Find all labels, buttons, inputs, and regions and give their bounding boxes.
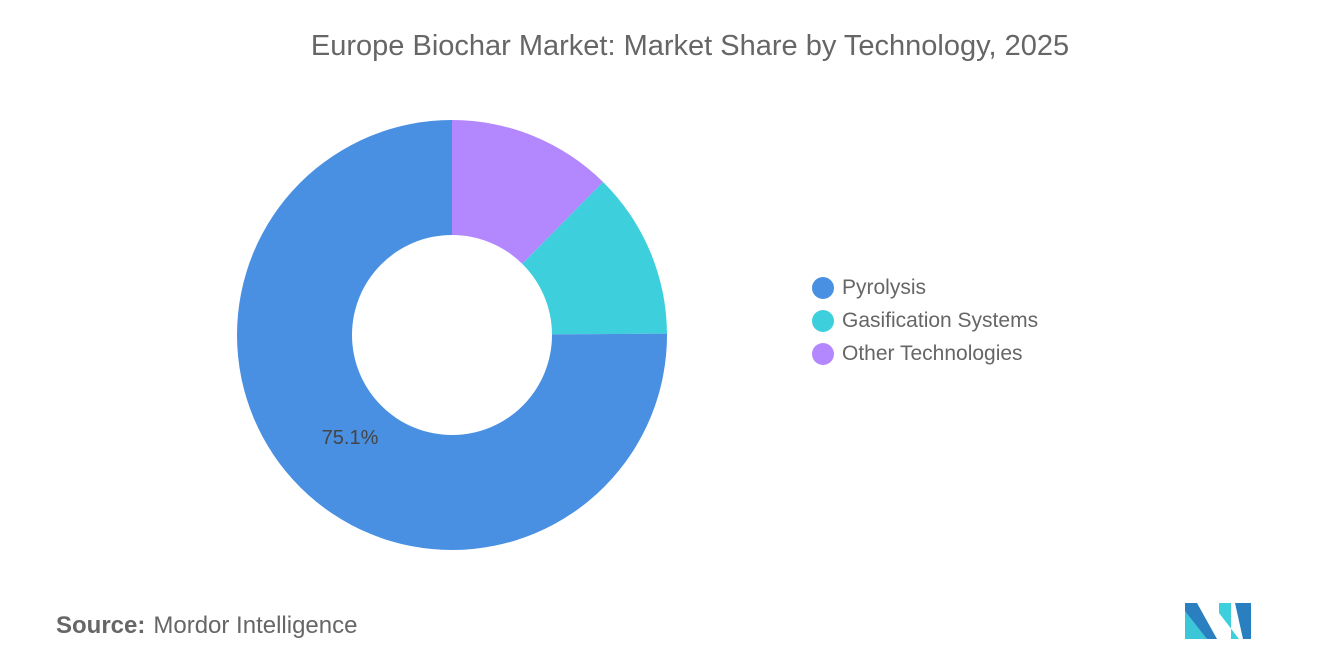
slice-other-technologies: [452, 120, 604, 264]
legend: Pyrolysis Gasification Systems Other Techn…: [812, 271, 1038, 370]
legend-label: Gasification Systems: [842, 308, 1039, 332]
legend-item: Pyrolysis: [812, 271, 1038, 304]
source: Source: Mordor Intelligence: [56, 612, 357, 640]
donut-chart: 75.1%: [236, 120, 667, 550]
legend-swatch: [812, 342, 834, 365]
legend-swatch: [812, 309, 834, 332]
source-label: Source:: [56, 612, 146, 639]
slice-gasification-systems: [522, 182, 667, 335]
legend-swatch: [812, 276, 834, 299]
mordor-logo: [1185, 603, 1251, 639]
legend-item: Other Technologies: [812, 337, 1038, 370]
legend-label: Pyrolysis: [842, 275, 927, 299]
legend-item: Gasification Systems: [812, 304, 1038, 337]
slice-pyrolysis: [236, 120, 667, 550]
chart-title: Europe Biochar Market: Market Share by T…: [310, 30, 1070, 62]
legend-label: Other Technologies: [842, 341, 1023, 365]
data-label: 75.1%: [322, 427, 379, 449]
source-value: Mordor Intelligence: [153, 612, 358, 639]
